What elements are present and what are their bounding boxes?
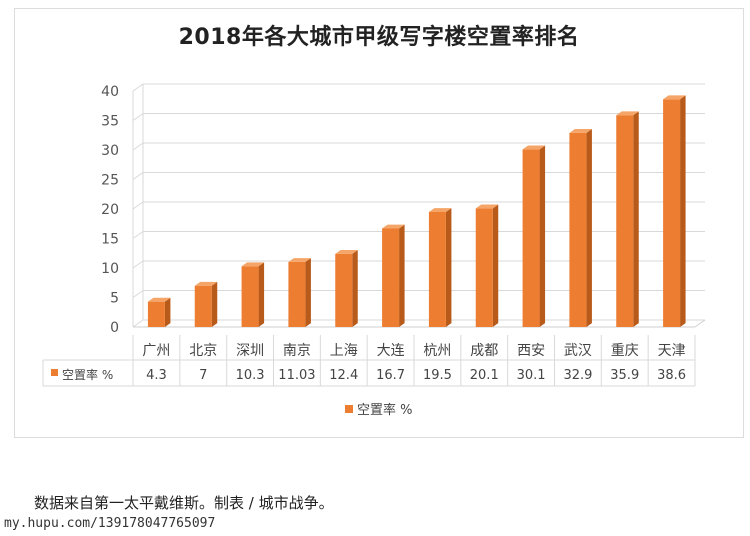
bar	[663, 99, 681, 327]
data-label: 7	[199, 368, 207, 383]
bar	[288, 261, 306, 327]
watermark-text: my.hupu.com/139178047765097	[4, 516, 216, 531]
data-label: 10.3	[236, 368, 265, 383]
bar-top	[335, 249, 358, 254]
x-tick-label: 杭州	[423, 343, 451, 359]
bar-top	[569, 129, 592, 133]
x-tick-label: 成都	[470, 343, 498, 359]
bar	[569, 132, 587, 327]
chart-title: 2018年各大城市甲级写字楼空置率排名	[178, 25, 580, 50]
bar-side	[680, 95, 686, 327]
bar-side	[352, 249, 358, 327]
bar-top	[663, 95, 686, 100]
bar-side	[633, 111, 639, 327]
bar-top	[522, 145, 546, 150]
bar-side	[539, 145, 546, 327]
data-label: 11.03	[278, 368, 315, 383]
x-axis-depth-line	[694, 319, 706, 328]
data-label: 32.9	[563, 368, 592, 383]
gridline-depth	[132, 113, 144, 121]
x-tick-label: 武汉	[564, 343, 592, 359]
source-caption: 数据来自第一太平戴维斯。制表 / 城市战争。	[34, 494, 334, 512]
bar	[241, 266, 259, 327]
bar-side	[305, 258, 311, 327]
y-tick-label: 0	[110, 320, 119, 336]
data-label: 30.1	[517, 368, 546, 383]
bar	[522, 149, 540, 327]
bar-side	[399, 224, 405, 327]
data-label: 35.9	[610, 368, 639, 383]
y-tick-label: 25	[101, 173, 119, 189]
bar	[382, 228, 400, 327]
x-tick-label: 重庆	[611, 343, 639, 359]
data-label: 20.1	[470, 368, 499, 383]
bar	[335, 253, 353, 327]
x-tick-label: 大连	[377, 343, 405, 359]
bar-top	[616, 111, 639, 116]
bar	[147, 301, 165, 327]
bar	[475, 208, 493, 327]
bar	[428, 211, 446, 327]
gridline-depth	[132, 83, 144, 92]
bar-side	[586, 129, 592, 327]
legend-swatch	[345, 405, 353, 413]
bar-side	[164, 297, 171, 327]
y-tick-label: 35	[101, 114, 119, 130]
bar-top	[288, 258, 311, 262]
bar-chart: 0 5 10 15 20 25 30 35 40 广州 4.3 北京 7 深圳 10.3 南京 11.03 上海 1…	[42, 83, 706, 418]
x-tick-label: 南京	[283, 343, 311, 359]
data-label: 4.3	[146, 368, 167, 383]
y-tick-label: 5	[110, 291, 119, 307]
bar-top	[147, 297, 171, 302]
x-tick-label: 广州	[142, 343, 170, 359]
data-label: 19.5	[423, 368, 452, 383]
gridline-depth	[132, 260, 144, 269]
table-series-label: 空置率 %	[62, 367, 113, 382]
bar-top	[382, 224, 405, 229]
data-label: 12.4	[329, 368, 358, 383]
bar-top	[241, 262, 265, 267]
bar-side	[258, 262, 265, 327]
gridline-depth	[132, 290, 144, 298]
x-tick-label: 上海	[330, 343, 358, 359]
bar-top	[194, 281, 218, 286]
bar-top	[475, 204, 499, 209]
bar	[194, 285, 212, 327]
bar	[616, 115, 634, 327]
bar-side	[492, 204, 499, 327]
chart-frame: 2018年各大城市甲级写字楼空置率排名 0 5 10 15 20 25 30 35 40 广州 4.…	[14, 8, 744, 438]
gridline-depth	[132, 201, 144, 210]
gridline-depth	[132, 231, 144, 239]
gridline-depth	[132, 319, 144, 328]
y-tick-label: 10	[101, 261, 119, 277]
table-legend-swatch	[51, 369, 58, 376]
data-label: 16.7	[376, 368, 405, 383]
data-label: 38.6	[657, 368, 686, 383]
y-tick-label: 40	[101, 84, 119, 100]
bar-side	[211, 281, 218, 327]
x-tick-label: 天津	[658, 343, 686, 359]
x-tick-label: 西安	[517, 343, 545, 359]
y-tick-label: 20	[101, 202, 119, 218]
legend-label: 空置率 %	[357, 402, 413, 418]
bar-top	[428, 208, 452, 212]
x-tick-label: 深圳	[236, 343, 264, 359]
y-tick-label: 30	[101, 143, 119, 159]
gridline-depth	[132, 142, 144, 151]
y-tick-label: 15	[101, 232, 119, 248]
gridline-depth	[132, 172, 144, 180]
bar-side	[445, 208, 452, 327]
x-tick-label: 北京	[189, 343, 217, 359]
